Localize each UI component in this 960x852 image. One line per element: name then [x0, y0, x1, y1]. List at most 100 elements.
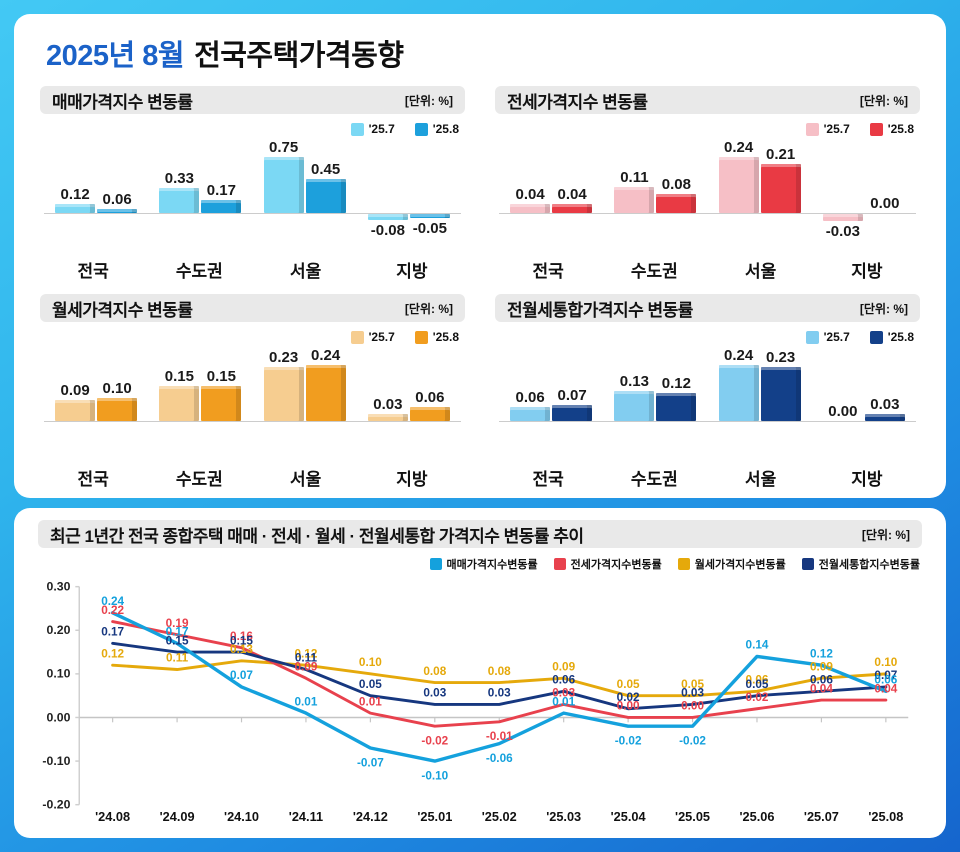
category-row: 전국 수도권 서울 지방 [495, 465, 920, 490]
category-label: 전국 [532, 470, 564, 489]
panel-title: 전세가격지수 변동률 [507, 92, 648, 112]
point-label: -0.07 [357, 756, 384, 769]
panel-title: 매매가격지수 변동률 [52, 92, 193, 112]
point-label: 0.06 [874, 674, 897, 687]
point-label: 0.12 [294, 647, 317, 660]
bar-group: 0.12 0.06 [44, 137, 148, 253]
x-axis-label: '24.08 [95, 810, 130, 824]
bar [97, 208, 138, 213]
bar-value-label: 0.04 [557, 185, 587, 203]
legend-swatch [414, 330, 428, 344]
unit-label: [단위: %] [404, 301, 453, 316]
legend-label: '25.8 [887, 122, 914, 136]
point-label: 0.15 [166, 634, 189, 647]
bar [409, 407, 450, 421]
point-label: 0.04 [810, 682, 833, 695]
point-label: 0.08 [423, 665, 446, 678]
point-label: 0.01 [552, 695, 575, 708]
trend-unit-label: [단위: %] [861, 527, 910, 542]
legend-item: '25.7 [350, 122, 395, 136]
bar [55, 400, 96, 421]
category-label: 서울 [744, 470, 777, 489]
page-title-text: 전국주택가격동향 [194, 40, 404, 72]
point-label: 0.03 [488, 687, 511, 700]
panel-header: 전월세통합가격지수 변동률 [단위: %] [495, 294, 920, 322]
zero-axis-line [44, 421, 461, 422]
trend-legend-swatch [553, 558, 566, 570]
x-axis-label: '25.08 [868, 810, 903, 824]
bar [510, 407, 551, 421]
bar [305, 365, 346, 421]
legend-label: '25.8 [432, 330, 459, 344]
line-series [110, 611, 888, 763]
bar [614, 390, 655, 421]
y-axis-label: -0.10 [42, 754, 70, 768]
legend-swatch [805, 330, 819, 344]
category-row: 전국 수도권 서울 지방 [40, 465, 465, 490]
bar-group: 0.04 0.04 [499, 137, 603, 253]
category-label: 지방 [396, 262, 428, 281]
legend-item: '25.8 [414, 122, 459, 136]
point-label: 0.02 [746, 691, 769, 704]
trend-legend-label: 전세가격지수변동률 [570, 559, 662, 571]
point-label: 0.07 [230, 669, 253, 682]
point-label: 0.08 [488, 665, 511, 678]
legend-swatch [350, 122, 364, 136]
bar-value-label: 0.10 [102, 379, 132, 397]
x-axis-label: '25.01 [417, 810, 452, 824]
x-axis-label: '24.10 [224, 810, 259, 824]
bar-group: 0.15 0.15 [148, 345, 252, 461]
category-row: 전국 수도권 서울 지방 [40, 257, 465, 282]
bar-value-label: 0.23 [269, 349, 299, 367]
point-label: 0.09 [552, 661, 575, 674]
bar-value-label: 0.03 [870, 396, 900, 413]
page-title: 2025년 8월 전국주택가격동향 [46, 32, 920, 74]
point-label: -0.02 [679, 735, 706, 748]
x-axis-label: '24.12 [353, 810, 388, 824]
legend-swatch [869, 122, 883, 136]
point-label: 0.10 [874, 656, 897, 669]
bar-value-label: 0.04 [515, 185, 545, 203]
point-label: 0.00 [681, 700, 704, 713]
bar-value-label: 0.75 [269, 139, 299, 156]
trend-legend-item: 월세가격지수변동률 [677, 556, 786, 572]
category-label: 전국 [532, 262, 564, 281]
bar [409, 214, 450, 218]
category-row: 전국 수도권 서울 지방 [495, 257, 920, 282]
bar [55, 204, 96, 213]
bar-group: 0.24 0.21 [708, 137, 812, 253]
category-label: 전국 [77, 262, 109, 281]
bar [760, 367, 801, 421]
bar-group: -0.08 -0.05 [357, 137, 461, 253]
panel-header: 전세가격지수 변동률 [단위: %] [495, 86, 920, 114]
point-label: 0.17 [101, 626, 124, 639]
y-axis-label: -0.20 [42, 798, 70, 812]
trend-legend-label: 매매가격지수변동률 [446, 559, 538, 571]
unit-label: [단위: %] [859, 301, 908, 316]
y-axis-label: 0.20 [47, 623, 71, 637]
bar-group: 0.24 0.23 [708, 345, 812, 461]
bar [263, 157, 304, 213]
panel-header: 매매가격지수 변동률 [단위: %] [40, 86, 465, 114]
bar-value-label: 0.12 [661, 375, 691, 392]
bar [97, 397, 138, 421]
point-label: -0.02 [615, 735, 642, 748]
bar-group: 0.03 0.06 [357, 345, 461, 461]
bar-value-label: 0.03 [373, 396, 403, 413]
bar-chart-panel: 전세가격지수 변동률 [단위: %] '25.7'25.8 0.04 0.04 0.11 0… [495, 86, 920, 282]
point-label: 0.00 [617, 700, 640, 713]
bar-chart-grid: 매매가격지수 변동률 [단위: %] '25.7'25.8 0.12 0.06 0.33 0… [40, 86, 920, 490]
x-axis-label: '25.02 [482, 810, 517, 824]
point-label: 0.12 [810, 647, 833, 660]
point-label: 0.22 [101, 604, 124, 617]
legend-item: '25.8 [869, 122, 914, 136]
point-label: 0.04 [874, 682, 897, 695]
trend-chart: 0.30 0.20 0.10 0.00 -0.10 -0.20 '24.08 '24.09 '2… [38, 576, 922, 826]
trend-legend: 매매가격지수변동률 전세가격지수변동률 월세가격지수변동률 전월세통합지수변동률 [38, 556, 920, 572]
bar [656, 393, 697, 421]
bar [159, 188, 200, 213]
bar-group: 0.00 0.03 [812, 345, 916, 461]
zero-axis-line [499, 213, 916, 214]
bar-chart-panel: 매매가격지수 변동률 [단위: %] '25.7'25.8 0.12 0.06 0.33 0… [40, 86, 465, 282]
trend-card: 최근 1년간 전국 종합주택 매매 · 전세 · 월세 · 전월세통합 가격지수… [14, 508, 946, 838]
